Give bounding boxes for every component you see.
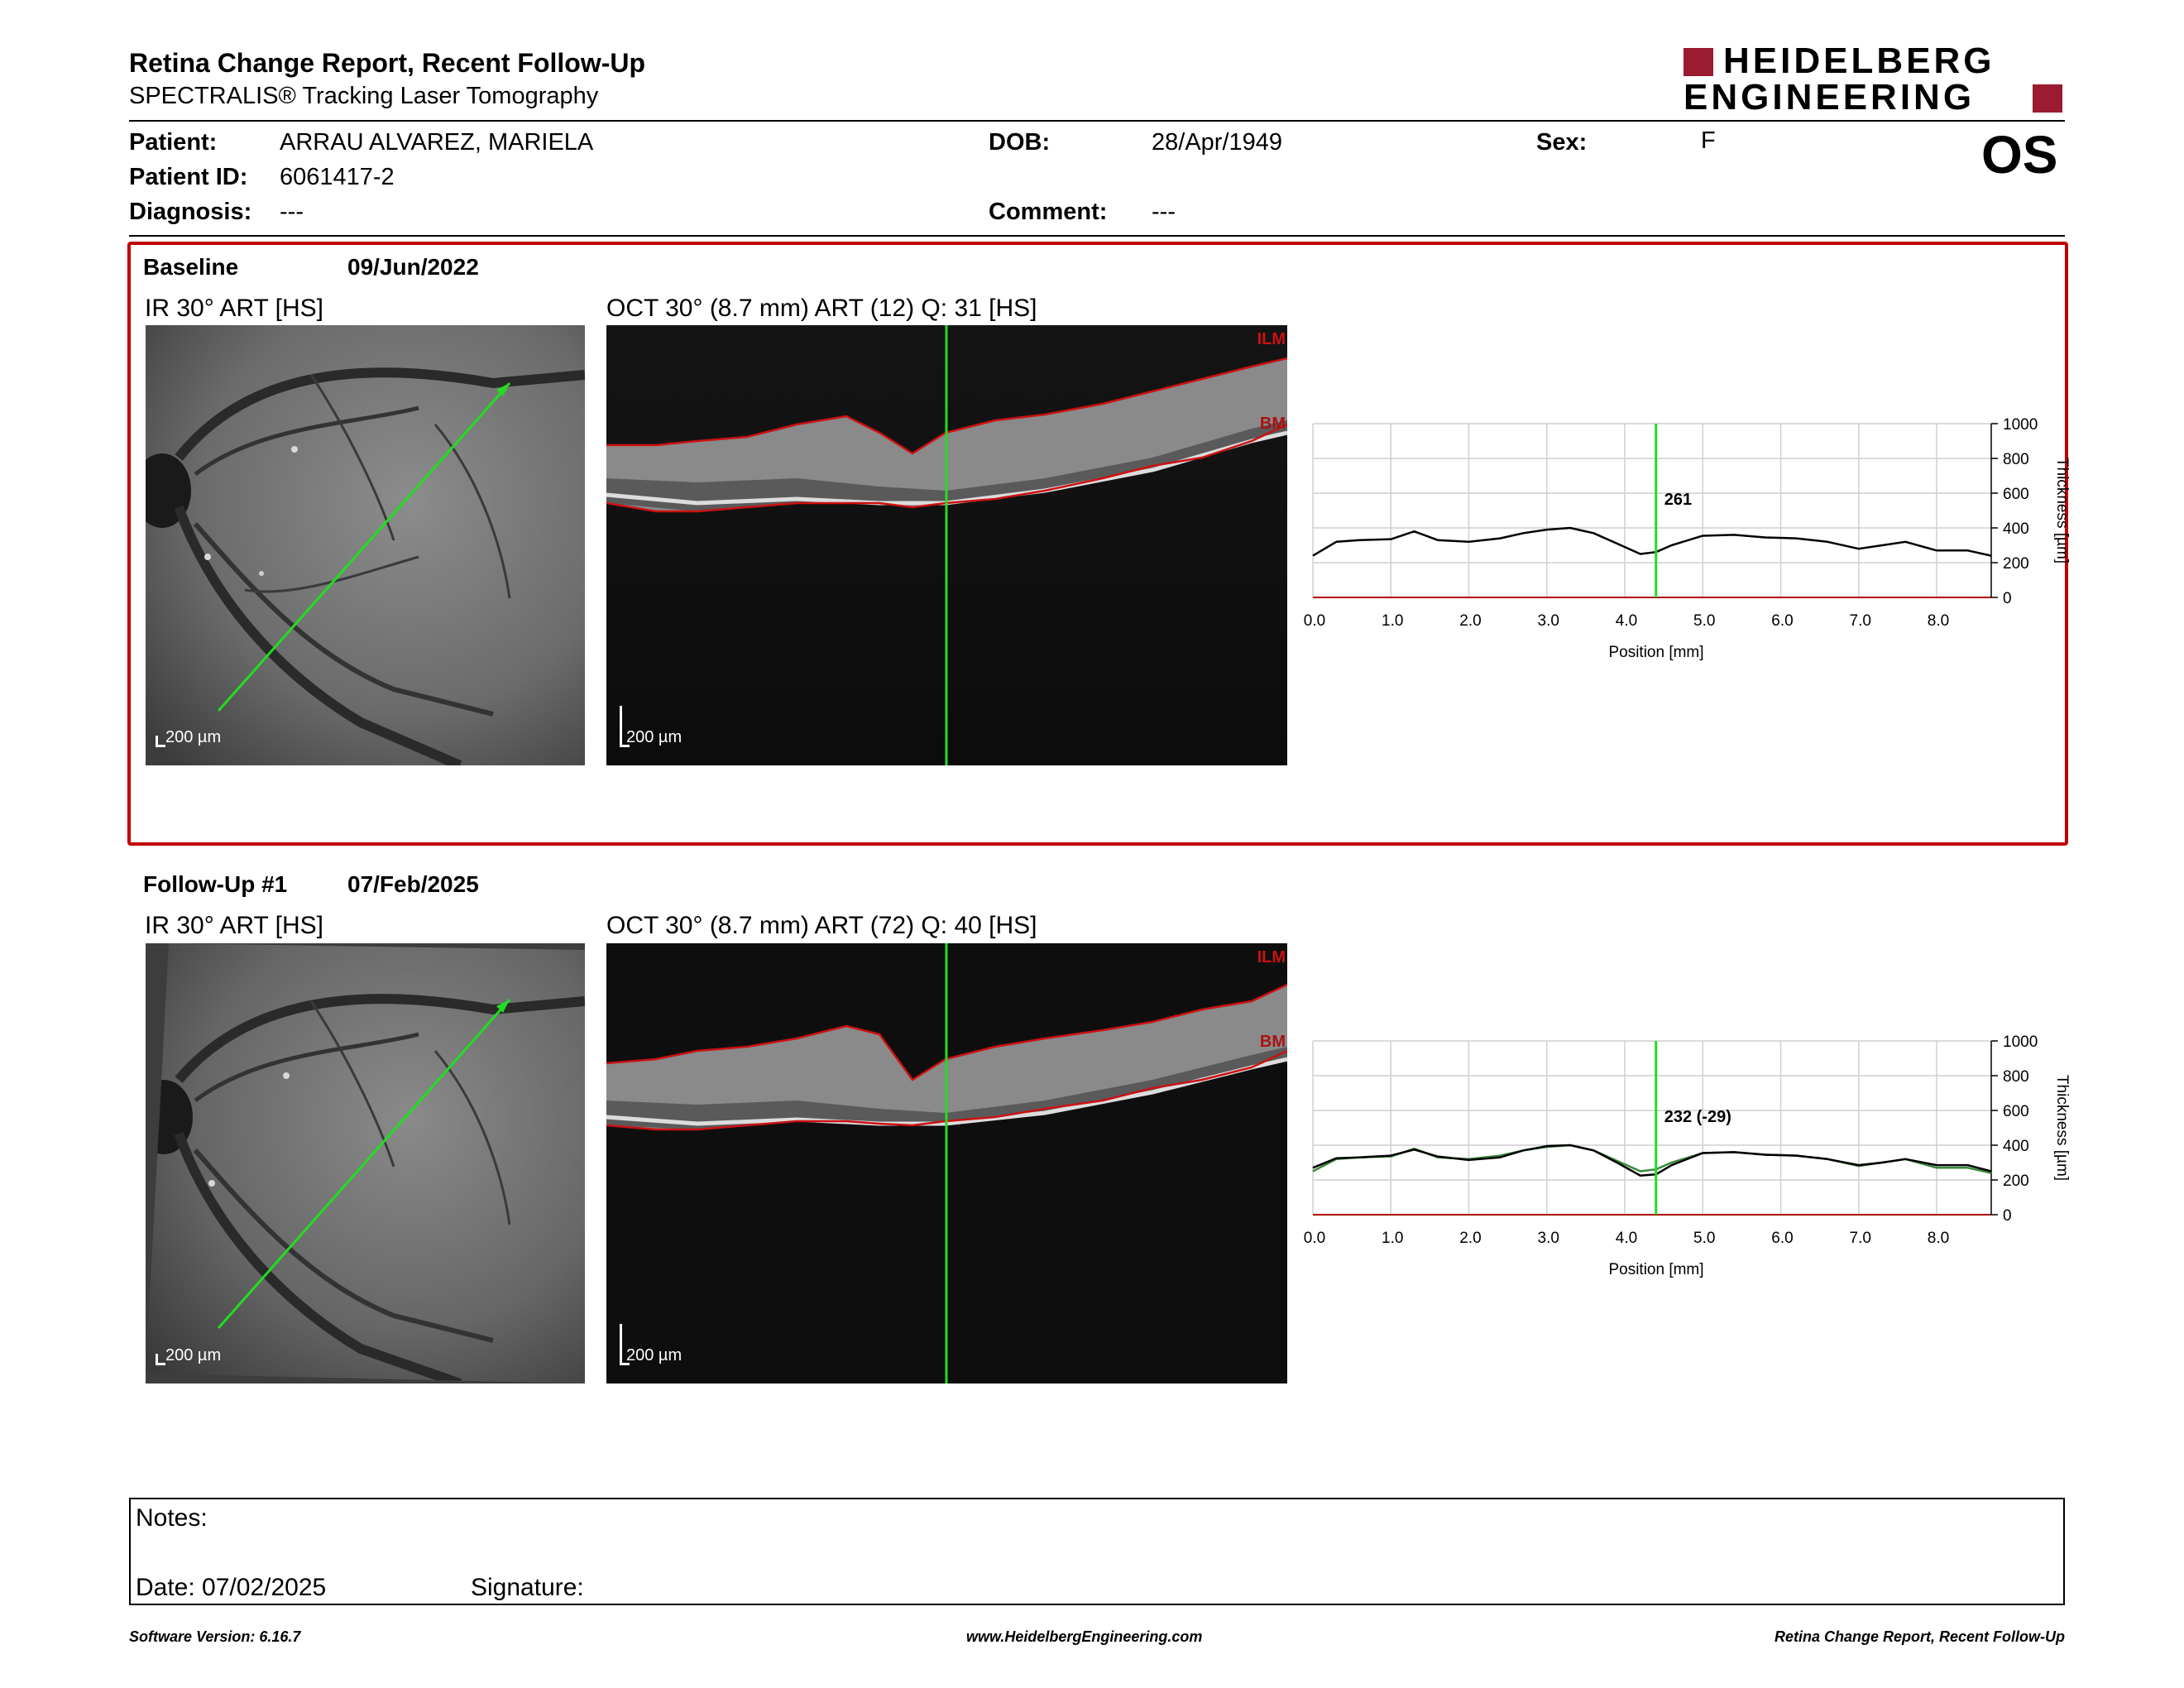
followup-chart-xtick-label: 5.0 <box>1693 1230 1715 1247</box>
notes-label: Notes: <box>136 1504 208 1532</box>
comment-label: Comment: <box>989 199 1108 225</box>
baseline-chart-xtick-label: 7.0 <box>1850 612 1871 630</box>
baseline-chart-ytick-label: 600 <box>2003 486 2029 503</box>
patient-id: 6061417-2 <box>280 164 395 190</box>
followup-ir-image[interactable]: 200 µm <box>146 943 585 1383</box>
followup-chart-ytick-label: 200 <box>2003 1172 2029 1190</box>
followup-chart-xtick-label: 1.0 <box>1382 1230 1403 1247</box>
followup-chart-xtick-label: 3.0 <box>1538 1230 1559 1247</box>
baseline-oct-scale-label: 200 µm <box>626 728 682 746</box>
baseline-chart-svg: 0.0 1.0 2.0 3.0 4.0 5.0 6.0 7.0 8.0 0 200 400 600 800… <box>1304 416 2071 661</box>
patient-name-label: Patient: <box>129 129 218 156</box>
followup-chart-series-line-0 <box>1312 1144 1992 1177</box>
followup-chart-xtick-label: 6.0 <box>1771 1230 1793 1247</box>
dob-value: 28/Apr/1949 <box>1152 129 1283 156</box>
baseline-chart-ytick-label: 1000 <box>2003 416 2038 434</box>
patient-name: ARRAU ALVAREZ, MARIELA <box>280 129 594 156</box>
baseline-ir-title: IR 30° ART [HS] <box>145 295 323 322</box>
header-divider <box>129 120 2065 122</box>
baseline-ir-scale-label: 200 µm <box>165 728 222 746</box>
baseline-chart-ytick-label: 800 <box>2003 451 2029 468</box>
diagnosis-value: --- <box>280 199 304 225</box>
baseline-chart-xtick-label: 6.0 <box>1771 612 1793 630</box>
baseline-chart-xtick-label: 8.0 <box>1928 612 1949 630</box>
baseline-chart-ylabel: Thickness [µm] <box>2053 458 2071 563</box>
baseline-ilm-label: ILM <box>1257 330 1286 348</box>
followup-ilm-label: ILM <box>1257 948 1286 966</box>
logo-text-top: HEIDELBERG <box>1723 41 1995 81</box>
footer-report-name: Retina Change Report, Recent Follow-Up <box>1774 1628 2065 1645</box>
baseline-label: Baseline <box>143 254 239 280</box>
followup-chart-ytick-label: 0 <box>2003 1207 2012 1225</box>
report-title: Retina Change Report, Recent Follow-Up <box>129 48 646 78</box>
followup-chart-svg: 0.0 1.0 2.0 3.0 4.0 5.0 6.0 7.0 8.0 0 200 400 600 800… <box>1304 1033 2071 1278</box>
followup-label: Follow-Up #1 <box>143 871 288 897</box>
baseline-date: 09/Jun/2022 <box>347 254 479 280</box>
patient-id-label: Patient ID: <box>129 164 248 190</box>
followup-chart-ytick-label: 400 <box>2003 1138 2029 1155</box>
notes-box[interactable] <box>129 1498 2065 1605</box>
baseline-chart-xtick-label: 2.0 <box>1459 612 1481 630</box>
footer-website[interactable]: www.HeidelbergEngineering.com <box>966 1628 1203 1645</box>
followup-thickness-chart: 0.0 1.0 2.0 3.0 4.0 5.0 6.0 7.0 8.0 0 200 400 600 800… <box>1303 1027 2081 1308</box>
baseline-ir-image[interactable]: 200 µm <box>146 325 585 765</box>
baseline-thickness-chart: 0.0 1.0 2.0 3.0 4.0 5.0 6.0 7.0 8.0 0 200 400 600 800… <box>1303 410 2081 691</box>
signature-label: Signature: <box>471 1574 584 1601</box>
followup-bm-label: BM <box>1259 1033 1286 1051</box>
followup-chart-ytick-label: 800 <box>2003 1068 2029 1086</box>
followup-ir-scale-label: 200 µm <box>165 1346 222 1364</box>
followup-date: 07/Feb/2025 <box>347 871 479 897</box>
followup-chart-ylabel: Thickness [µm] <box>2053 1075 2071 1181</box>
followup-ir-title: IR 30° ART [HS] <box>145 912 323 939</box>
brand-logo: HEIDELBERG ENGINEERING <box>1684 41 2064 119</box>
followup-chart-xtick-label: 0.0 <box>1304 1230 1325 1247</box>
baseline-chart-xtick-label: 4.0 <box>1616 612 1637 630</box>
followup-chart-cursor-label: 232 (-29) <box>1664 1108 1731 1126</box>
dob-label: DOB: <box>989 129 1051 156</box>
sex-value: F <box>1701 127 1716 154</box>
followup-oct-image[interactable]: ILM BM 200 µm <box>606 943 1287 1383</box>
baseline-oct-image[interactable]: ILM BM 200 µm <box>606 325 1287 765</box>
baseline-chart-xtick-label: 1.0 <box>1382 612 1403 630</box>
baseline-chart-ytick-label: 200 <box>2003 555 2029 573</box>
followup-chart-xlabel: Position [mm] <box>1608 1261 1703 1278</box>
baseline-bm-label: BM <box>1259 415 1286 433</box>
footer-version: Software Version: 6.16.7 <box>129 1628 301 1645</box>
followup-oct-scale-label: 200 µm <box>626 1346 682 1364</box>
baseline-chart-xtick-label: 0.0 <box>1304 612 1325 630</box>
followup-chart-xtick-label: 8.0 <box>1928 1230 1949 1247</box>
followup-chart-ytick-label: 1000 <box>2003 1033 2038 1051</box>
followup-chart-xtick-label: 4.0 <box>1616 1230 1637 1247</box>
sex-label: Sex: <box>1536 129 1588 156</box>
eye-laterality: OS <box>1981 125 2058 185</box>
baseline-chart-xlabel: Position [mm] <box>1608 644 1703 661</box>
followup-chart-xtick-label: 7.0 <box>1850 1230 1871 1247</box>
baseline-chart-ytick-label: 0 <box>2003 590 2012 607</box>
baseline-chart-xtick-label: 3.0 <box>1538 612 1559 630</box>
followup-chart-xtick-label: 2.0 <box>1459 1230 1481 1247</box>
diagnosis-label: Diagnosis: <box>129 199 252 225</box>
report-subtitle: SPECTRALIS® Tracking Laser Tomography <box>129 83 599 109</box>
baseline-oct-title: OCT 30° (8.7 mm) ART (12) Q: 31 [HS] <box>606 295 1037 322</box>
baseline-chart-ytick-label: 400 <box>2003 520 2029 538</box>
followup-chart-ytick-label: 600 <box>2003 1103 2029 1120</box>
logo-text-bottom: ENGINEERING <box>1684 77 1976 117</box>
comment-value: --- <box>1152 199 1176 225</box>
baseline-chart-xtick-label: 5.0 <box>1693 612 1715 630</box>
logo-square-bottom <box>2033 84 2062 113</box>
notes-date: Date: 07/02/2025 <box>136 1574 327 1601</box>
followup-oct-title: OCT 30° (8.7 mm) ART (72) Q: 40 [HS] <box>606 912 1037 939</box>
baseline-chart-series-line-0 <box>1312 526 1992 557</box>
patient-divider <box>129 235 2065 237</box>
baseline-chart-cursor-label: 261 <box>1664 491 1692 509</box>
baseline-frame <box>127 242 2068 846</box>
logo-square-top <box>1684 48 1713 76</box>
baseline-ir-scalebar <box>156 736 165 747</box>
